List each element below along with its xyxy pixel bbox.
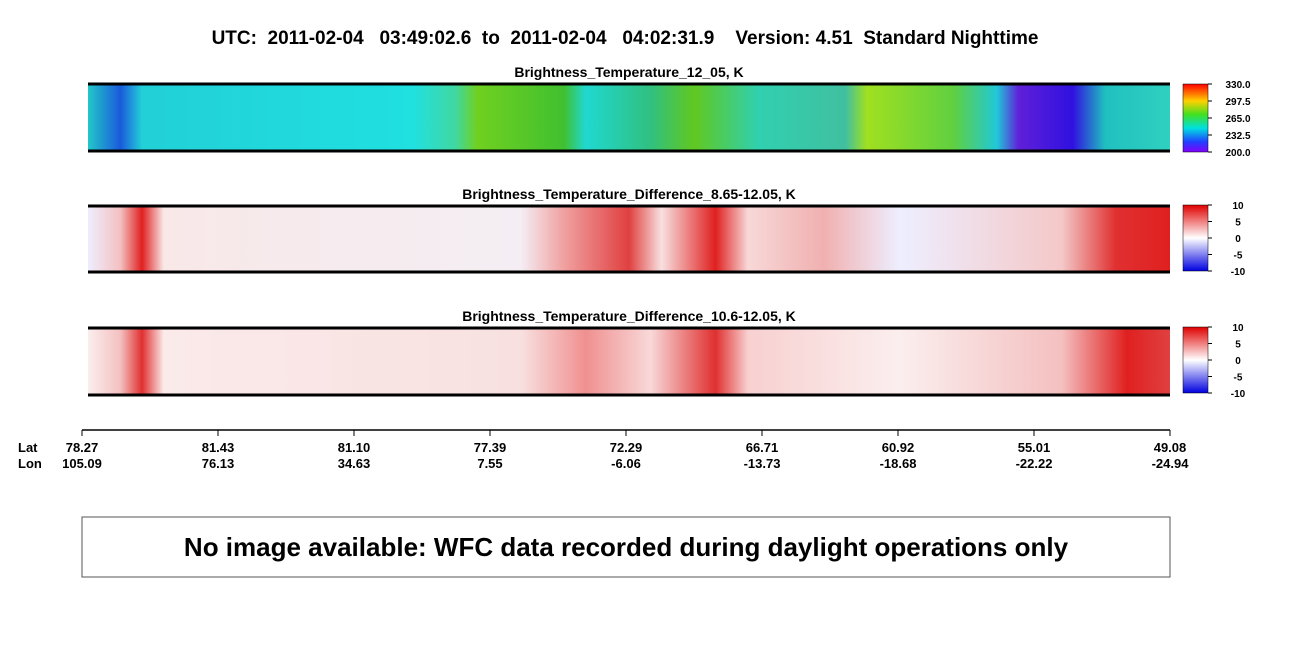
panel-title: Brightness_Temperature_Difference_8.65-1… [462, 186, 796, 202]
lon-tick-label: -13.73 [744, 456, 781, 471]
lon-tick-label: 7.55 [477, 456, 502, 471]
lat-tick-label: 78.27 [66, 440, 99, 455]
colorbar-tick-label: 330.0 [1225, 80, 1250, 91]
lon-tick-label: 76.13 [202, 456, 235, 471]
lat-tick-label: 49.08 [1154, 440, 1187, 455]
lat-tick-label: 81.10 [338, 440, 371, 455]
lon-tick-label: -22.22 [1016, 456, 1053, 471]
title: UTC: 2011-02-04 03:49:02.6 to 2011-02-04… [212, 28, 1039, 49]
lat-label: Lat [18, 440, 38, 455]
lon-label: Lon [18, 456, 42, 471]
colorbar-tick-label: 5 [1235, 218, 1241, 229]
colorbar-tick-label: -10 [1231, 389, 1246, 400]
colorbar-tick-label: 0 [1235, 356, 1241, 367]
panel-borders [88, 82, 1170, 397]
colorbar-tick-label: -10 [1231, 267, 1246, 278]
lat-tick-label: 77.39 [474, 440, 507, 455]
panel-title: Brightness_Temperature_Difference_10.6-1… [462, 308, 796, 324]
colorbar-tick-label: -5 [1234, 251, 1243, 262]
lon-tick-label: 105.09 [62, 456, 102, 471]
colorbar [1182, 326, 1209, 394]
colorbar-tick-label: 10 [1232, 323, 1244, 334]
colorbar-tick-label: 265.0 [1225, 114, 1250, 125]
notice: No image available: WFC data recorded du… [184, 532, 1069, 562]
lon-tick-label: 34.63 [338, 456, 371, 471]
lat-tick-label: 72.29 [610, 440, 643, 455]
colorbar [1182, 204, 1209, 272]
colorbar-tick-label: -5 [1234, 373, 1243, 384]
image-panel [88, 84, 1170, 151]
panel-title: Brightness_Temperature_12_05, K [514, 64, 743, 80]
lat-tick-label: 60.92 [882, 440, 915, 455]
lon-tick-label: -18.68 [880, 456, 917, 471]
notice-box [81, 516, 1171, 578]
colorbar [1182, 83, 1209, 153]
colorbar-tick-label: 200.0 [1225, 148, 1250, 159]
colorbar-tick-label: 5 [1235, 340, 1241, 351]
colorbar-tick-label: 0 [1235, 234, 1241, 245]
colorbar-tick-label: 10 [1232, 201, 1244, 212]
colorbar-tick-label: 297.5 [1225, 97, 1250, 108]
lat-tick-label: 81.43 [202, 440, 235, 455]
lon-tick-label: -6.06 [611, 456, 641, 471]
image-panel [88, 328, 1170, 395]
lat-tick-label: 66.71 [746, 440, 779, 455]
colorbar-tick-label: 232.5 [1225, 131, 1250, 142]
image-panel [88, 206, 1170, 272]
lon-tick-label: -24.94 [1152, 456, 1190, 471]
lat-tick-label: 55.01 [1018, 440, 1051, 455]
